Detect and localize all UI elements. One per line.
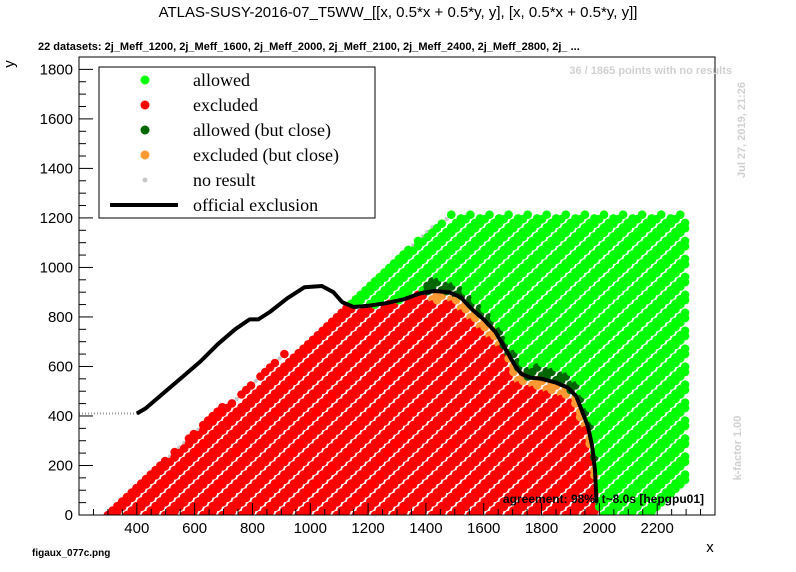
data-point [580,210,590,219]
x-axis-label: x [706,539,714,556]
legend-label: allowed [193,70,250,90]
data-point [437,219,447,228]
x-tick-label: 1000 [294,520,327,537]
data-point [466,210,475,219]
official-exclusion-line [135,284,599,503]
x-tick-label: 1600 [467,520,500,537]
data-point [504,210,513,219]
data-point [280,349,289,359]
data-point [680,421,690,431]
legend-marker [140,75,150,85]
data-point [485,210,494,219]
datasets-label: 22 datasets: 2j_Meff_1200, 2j_Meff_1600,… [38,41,580,53]
legend-label: allowed (but close) [193,120,331,141]
data-point [253,378,258,384]
x-tick-label: 1400 [409,520,442,537]
data-point [676,210,685,219]
data-point [561,210,571,219]
agreement-note: agreement: 98%, t~8.0s [hepgpu01] [503,492,704,506]
legend-label: excluded [193,95,258,115]
y-tick-label: 0 [65,507,73,524]
data-point [270,358,280,368]
chart-title: ATLAS-SUSY-2016-07_T5WW_[[x, 0.5*x + 0.5… [158,4,638,21]
y-tick-label: 1200 [40,210,73,227]
no-results-note: 36 / 1865 points with no results [569,65,732,77]
y-tick-label: 1600 [40,111,73,128]
data-point [542,210,551,219]
data-point [680,313,690,323]
data-point [680,331,690,341]
data-point [234,396,239,402]
data-point [680,259,690,269]
x-tick-label: 1200 [351,520,384,537]
data-point [523,210,532,219]
data-point [680,475,690,485]
x-tick-label: 400 [124,520,149,537]
data-point [680,403,690,413]
data-point [680,367,690,377]
y-tick-label: 400 [48,408,73,425]
legend-label: excluded (but close) [193,145,339,166]
data-point [680,349,690,359]
data-point [680,241,690,251]
data-point [227,399,237,408]
y-tick-label: 1000 [40,259,73,276]
data-point [618,210,628,219]
data-point [656,210,666,219]
legend: allowed excluded allowed (but close) exclud… [98,66,376,219]
y-tick-label: 1800 [40,61,73,78]
y-tick-label: 200 [48,457,73,474]
data-point [680,277,690,287]
y-tick-label: 1400 [40,160,73,177]
data-point [680,385,690,395]
data-point [444,217,449,222]
data-point [246,381,256,390]
legend-marker [142,177,148,183]
legend-label: official exclusion [193,195,318,215]
data-point [680,457,690,467]
y-axis-label: y [1,60,18,68]
data-point [637,210,647,219]
y-tick-label: 800 [48,309,73,326]
x-tick-label: 600 [182,520,207,537]
date-note: Jul 27, 2019, 21:26 [736,82,748,178]
x-tick-label: 2200 [640,520,673,537]
data-point [447,210,456,219]
filename-text: figaux_077c.png [32,548,111,559]
data-point [680,439,690,449]
data-point [680,295,690,305]
data-point [599,210,609,219]
x-tick-label: 2000 [583,520,616,537]
y-tick-label: 600 [48,358,73,375]
legend-label: no result [193,170,256,190]
legend-marker [140,100,150,110]
data-point [277,356,282,361]
legend-marker [140,150,150,160]
x-tick-label: 800 [240,520,265,537]
kfactor-note: k-factor 1.00 [732,416,744,481]
points-layer [103,210,690,515]
x-tick-label: 1800 [525,520,558,537]
overlay-layer: 400 600 800 1000 1200 1400 1600 1800 2000 2200 0 20… [1,56,748,556]
data-point [680,223,690,233]
legend-box [98,66,376,219]
legend-marker [140,125,150,135]
